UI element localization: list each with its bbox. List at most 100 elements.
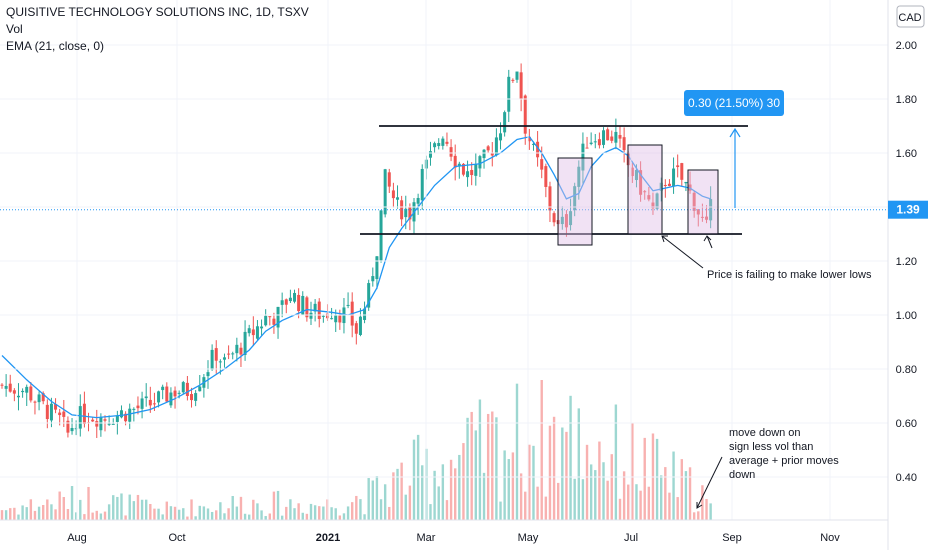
volume-bar: [194, 516, 197, 520]
candle-body: [457, 163, 461, 167]
volume-bar: [614, 404, 618, 520]
candle-body: [45, 404, 49, 420]
candle-body: [227, 353, 231, 355]
volume-bar: [17, 514, 20, 520]
volume-bar: [565, 431, 568, 520]
volume-bar: [618, 498, 622, 520]
volume-bar: [709, 503, 712, 520]
volume-bar: [21, 505, 24, 520]
volume-bar: [140, 499, 144, 520]
candle-body: [41, 393, 45, 402]
volume-bar: [639, 490, 642, 520]
volume-note-line-2: sign less vol than: [729, 441, 813, 453]
volume-bar: [173, 506, 177, 520]
candle-body: [330, 318, 334, 320]
volume-bar: [42, 505, 45, 520]
candle-body: [618, 135, 622, 139]
volume-bar: [153, 508, 156, 520]
candle-body: [667, 183, 671, 186]
candle-body: [420, 168, 424, 201]
candle-body: [684, 181, 688, 184]
volume-bar: [470, 411, 473, 520]
volume-bar: [511, 452, 515, 520]
volume-bars: [0, 380, 712, 520]
volume-bar: [120, 493, 123, 520]
candle-body: [338, 315, 342, 323]
candle-body: [466, 171, 470, 178]
y-tick-label: 0.40: [896, 472, 917, 484]
volume-bar: [37, 506, 41, 520]
candle-body: [433, 143, 437, 148]
volume-bar: [454, 468, 457, 520]
volume-bar: [355, 495, 358, 520]
candle-body: [62, 411, 66, 417]
candle-body: [523, 95, 527, 134]
volume-bar: [87, 486, 90, 520]
candle-body: [58, 412, 62, 416]
ema-legend[interactable]: EMA (21, close, 0): [6, 39, 105, 53]
candle-body: [503, 112, 507, 133]
candle-body: [297, 294, 301, 312]
volume-bar: [256, 503, 259, 520]
volume-bar: [544, 496, 548, 520]
volume-bar: [359, 499, 362, 520]
candle-body: [593, 141, 597, 143]
volume-bar: [668, 492, 671, 520]
candle-body: [569, 211, 573, 226]
volume-bar: [557, 482, 560, 520]
candle-body: [194, 393, 198, 401]
candle-body: [8, 383, 12, 392]
volume-bar: [610, 454, 613, 520]
candle-body: [383, 169, 387, 215]
volume-bar: [280, 515, 284, 520]
volume-bar: [182, 508, 185, 520]
candle-body: [655, 193, 659, 209]
candle-body: [354, 323, 358, 334]
candle-body: [581, 143, 585, 171]
candle-body: [251, 329, 255, 336]
volume-bar: [248, 514, 251, 520]
symbol-title[interactable]: QUISITIVE TECHNOLOGY SOLUTIONS INC, 1D, …: [6, 5, 309, 19]
volume-bar: [46, 499, 49, 520]
volume-bar: [412, 439, 416, 520]
candle-body: [66, 420, 70, 433]
candle-body: [709, 199, 713, 221]
lower-lows-annotation: Price is failing to make lower lows: [707, 269, 872, 281]
volume-bar: [149, 503, 152, 520]
volume-bar: [680, 459, 683, 520]
volume-bar: [186, 516, 189, 520]
currency-badge[interactable]: CAD: [898, 12, 921, 24]
volume-bar: [223, 513, 226, 520]
candle-body: [408, 207, 412, 220]
volume-legend[interactable]: Vol: [6, 22, 23, 36]
x-tick-label: Aug: [67, 532, 87, 544]
candle-body: [288, 297, 292, 302]
volume-bar: [338, 515, 342, 520]
volume-bar: [305, 513, 309, 520]
volume-bar: [548, 425, 552, 520]
volume-bar: [445, 500, 449, 520]
volume-bar: [466, 417, 469, 520]
volume-bar: [528, 444, 531, 520]
volume-bar: [235, 506, 239, 520]
volume-bar: [124, 515, 127, 520]
volume-bar: [190, 499, 193, 520]
candle-body: [91, 419, 95, 422]
volume-bar: [622, 471, 626, 520]
volume-bar: [29, 499, 33, 520]
volume-bar: [322, 506, 325, 520]
volume-bar: [491, 411, 494, 520]
candle-body: [573, 186, 577, 211]
candle-body: [634, 169, 638, 181]
candle-body: [441, 138, 445, 146]
candle-body: [470, 169, 474, 176]
measure-label: 0.30 (21.50%) 30: [688, 96, 780, 110]
volume-bar: [215, 510, 218, 520]
candle-body: [12, 390, 16, 394]
volume-bar: [13, 507, 16, 520]
volume-bar: [536, 486, 539, 520]
volume-bar: [585, 444, 589, 520]
volume-bar: [367, 478, 370, 520]
candle-body: [651, 202, 655, 209]
